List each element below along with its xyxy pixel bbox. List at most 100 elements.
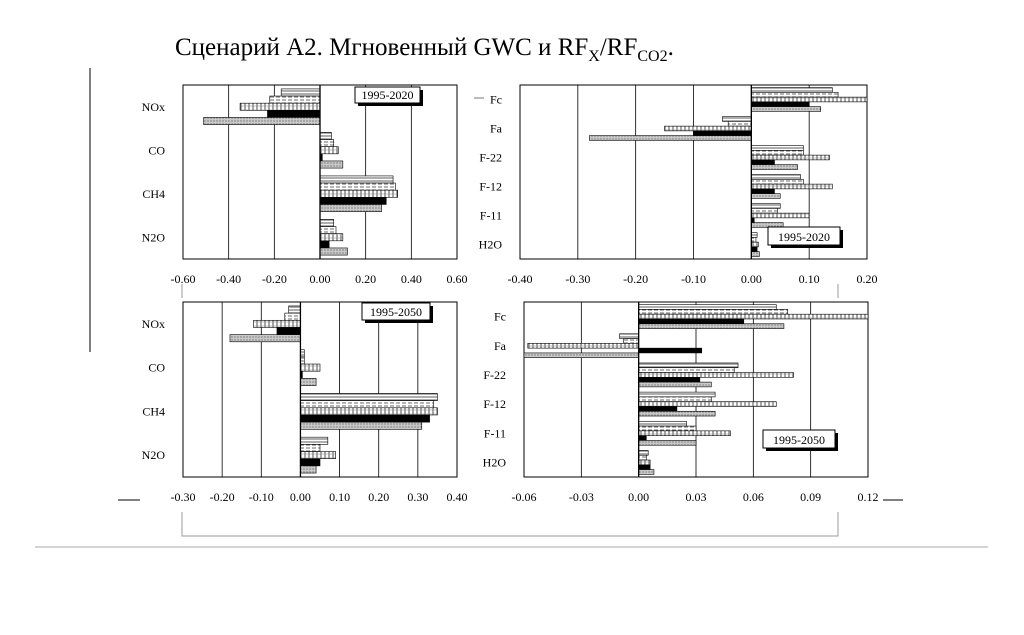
legend-box xyxy=(762,429,836,449)
bar-f-22-s1 xyxy=(751,145,804,151)
category-label: F-22 xyxy=(483,368,506,382)
title-suffix: . xyxy=(667,34,674,61)
x-tick-label: 0.12 xyxy=(858,490,879,504)
category-label: H2O xyxy=(483,455,507,469)
bar-h2o-s4 xyxy=(751,246,758,252)
bar-fa-s2 xyxy=(623,338,639,344)
x-tick-label: -0.30 xyxy=(171,490,196,504)
bar-n2o-s3 xyxy=(319,233,344,242)
bar-f-12-s4 xyxy=(638,406,678,412)
bar-f-12-s5 xyxy=(751,193,781,199)
x-tick-label: -0.06 xyxy=(512,490,537,504)
bar-nox-s2 xyxy=(284,312,301,321)
bar-fc-s5 xyxy=(638,323,785,329)
bar-nox-s3 xyxy=(253,319,301,328)
bar-fc-s1 xyxy=(638,304,777,310)
x-tick-label: 0.60 xyxy=(447,272,468,286)
category-label: N2O xyxy=(142,448,166,462)
bar-f-12-s2 xyxy=(751,179,804,185)
bar-nox-s3 xyxy=(239,102,321,111)
bar-ch4-s3 xyxy=(300,407,438,416)
x-tick-label: -0.60 xyxy=(171,272,196,286)
bar-fc-s4 xyxy=(638,318,745,325)
x-tick-label: -0.40 xyxy=(216,272,241,286)
bar-nox-s4 xyxy=(276,327,301,335)
bar-n2o-s1 xyxy=(319,219,334,227)
bar-ch4-s5 xyxy=(319,204,382,212)
bar-f-22-s4 xyxy=(751,159,775,165)
legend-label: 1995-2050 xyxy=(370,305,422,319)
title-sub-co2: CO2 xyxy=(637,48,668,65)
bar-f-11-s3 xyxy=(751,212,810,219)
legend-box xyxy=(354,86,421,104)
bar-nox-s5 xyxy=(229,334,301,343)
bar-h2o-s1 xyxy=(751,232,758,238)
middle-bracket xyxy=(181,284,839,298)
bar-f-22-s5 xyxy=(638,381,712,388)
bar-ch4-s2 xyxy=(319,182,396,191)
bar-fc-s1 xyxy=(751,87,833,93)
x-tick-label: 0.00 xyxy=(628,490,649,504)
bar-h2o-s5 xyxy=(751,251,760,257)
x-tick-label: 0.40 xyxy=(447,490,468,504)
bar-f-22-s2 xyxy=(638,367,735,373)
bar-fa-s5 xyxy=(589,135,752,141)
x-tick-label: 0.20 xyxy=(368,490,389,504)
category-label: CO xyxy=(148,361,165,375)
bar-ch4-s1 xyxy=(300,393,438,401)
bar-f-22-s4 xyxy=(638,377,701,383)
bar-fc-s3 xyxy=(751,96,868,103)
x-tick-label: 0.03 xyxy=(686,490,707,504)
x-tick-label: -0.10 xyxy=(249,490,274,504)
bar-fc-s3 xyxy=(638,313,869,320)
bar-fa-s3 xyxy=(527,343,639,349)
x-tick-label: 0.00 xyxy=(290,490,311,504)
bar-co-s3 xyxy=(300,363,321,372)
bar-f-12-s1 xyxy=(751,174,801,180)
category-label: H2O xyxy=(479,238,503,252)
x-tick-label: -0.03 xyxy=(569,490,594,504)
bar-h2o-s4 xyxy=(638,464,651,470)
bar-ch4-s2 xyxy=(300,400,434,409)
category-label: F-12 xyxy=(479,180,502,194)
bar-h2o-s3 xyxy=(751,241,759,248)
bar-f-11-s1 xyxy=(638,420,687,427)
x-tick-label: 0.20 xyxy=(355,272,376,286)
bar-h2o-s1 xyxy=(638,450,649,456)
bar-fc-s2 xyxy=(751,92,839,98)
bar-co-s2 xyxy=(319,139,334,147)
bar-f-22-s1 xyxy=(638,362,739,369)
bar-ch4-s1 xyxy=(319,175,394,184)
chart-panel-1: -0.60 -0.40 -0.20 0.00 0.20 0.40 0.60 NOx CO CH4 N… xyxy=(142,84,468,286)
category-label: CO xyxy=(148,143,165,157)
title-slash: /RF xyxy=(599,34,638,61)
bar-nox-s4 xyxy=(267,110,321,118)
x-tick-label: 0.09 xyxy=(800,490,821,504)
bar-f-12-s1 xyxy=(638,391,716,398)
bar-ch4-s4 xyxy=(300,414,430,423)
x-tick-label: 0.20 xyxy=(857,272,878,286)
bar-f-22-s3 xyxy=(638,372,794,378)
category-label: F-12 xyxy=(483,397,506,411)
x-tick-label: -0.20 xyxy=(210,490,235,504)
legend-label: 1995-2020 xyxy=(362,88,414,102)
bar-f-12-s3 xyxy=(638,401,777,407)
category-label: F-22 xyxy=(479,151,502,165)
bar-f-22-s3 xyxy=(751,154,830,161)
bar-ch4-s3 xyxy=(319,189,398,198)
legend-box xyxy=(361,302,431,321)
bar-f-11-s1 xyxy=(751,203,781,209)
x-tick-label: 0.30 xyxy=(407,490,428,504)
bar-ch4-s4 xyxy=(319,197,387,205)
x-tick-label: -0.20 xyxy=(262,272,287,286)
x-tick-label: 0.00 xyxy=(741,272,762,286)
bar-co-s3 xyxy=(319,146,339,155)
x-tick-label: 0.40 xyxy=(401,272,422,286)
bar-f-12-s5 xyxy=(638,410,716,417)
bar-ch4-s5 xyxy=(300,421,423,430)
chart-panel-4: -0.06 -0.03 0.00 0.03 0.06 0.09 0.12 Fc Fa F-22 F-… xyxy=(483,301,879,504)
bar-fa-s2 xyxy=(727,121,752,127)
title-prefix: Сценарий А2. Мгновенный GWC и RF xyxy=(175,34,589,61)
bar-n2o-s5 xyxy=(319,247,348,256)
